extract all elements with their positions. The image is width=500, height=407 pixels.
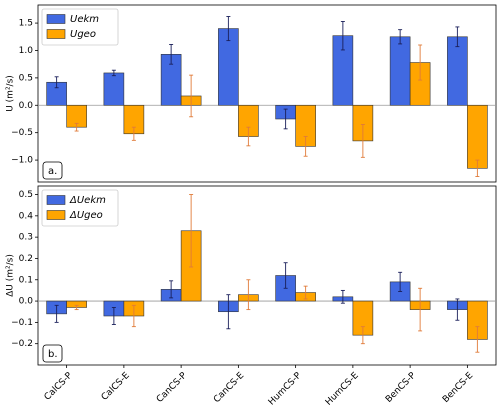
x-tick-label: HumCS-P [267, 370, 304, 407]
plot-area [37, 185, 497, 366]
error-bar [74, 304, 79, 311]
error-bar [189, 194, 194, 268]
error-bar [475, 326, 480, 353]
error-bar [131, 304, 136, 328]
y-tick-label: 0.2 [19, 254, 33, 264]
error-bar [340, 289, 345, 304]
legend-label: ΔUgeo [69, 210, 103, 221]
panel-label: a. [48, 166, 57, 177]
y-tick-label: −0.1 [11, 318, 33, 328]
error-bar [246, 279, 251, 311]
error-bar [398, 29, 403, 45]
error-bar [54, 304, 59, 323]
error-bar [226, 294, 231, 330]
y-tick-label: 0.5 [19, 190, 33, 200]
error-bar [418, 44, 423, 81]
legend-swatch [46, 195, 66, 205]
error-bar [475, 159, 480, 177]
error-bar [455, 26, 460, 48]
x-tick-label: CanCS-E [212, 371, 246, 405]
error-bar [131, 126, 136, 141]
legend-label: Uekm [70, 14, 99, 25]
error-bar [111, 307, 116, 325]
legend-swatch [46, 29, 66, 39]
error-bar [283, 108, 288, 130]
error-bar [398, 271, 403, 292]
legend-label: ΔUekm [69, 195, 106, 206]
x-tick-label: CalCS-P [43, 370, 75, 402]
error-bar [74, 122, 79, 132]
error-bar [189, 74, 194, 118]
y-tick-label: −0.2 [11, 339, 33, 349]
error-bar [111, 69, 116, 77]
error-bar [226, 16, 231, 42]
legend-swatch [46, 14, 66, 24]
error-bar [455, 298, 460, 321]
y-axis-label: ΔU (m²/s) [6, 254, 16, 297]
y-tick-label: 0.3 [19, 233, 33, 243]
error-bar [360, 326, 365, 345]
y-tick-label: 0.0 [19, 101, 34, 111]
x-tick-label: CanCS-P [155, 370, 189, 404]
error-bar [169, 280, 174, 299]
error-bar [303, 136, 308, 157]
y-tick-label: 0.5 [19, 73, 33, 83]
legend-swatch [46, 210, 66, 220]
panel-label: b. [48, 349, 58, 360]
x-tick-label: CalCS-E [100, 371, 132, 403]
error-bar [246, 126, 251, 147]
y-tick-label: 0.1 [19, 275, 33, 285]
plot-area [37, 4, 497, 183]
bar [103, 72, 125, 106]
error-bar [169, 44, 174, 65]
panel-label-box [42, 161, 63, 180]
legend-label: Ugeo [70, 29, 96, 40]
y-tick-label: −1.0 [11, 156, 33, 166]
y-tick-label: 1.5 [19, 19, 33, 29]
y-axis-label: U (m²/s) [6, 75, 16, 112]
error-bar [54, 76, 59, 89]
error-bar [360, 124, 365, 158]
x-tick-label: BenCS-E [441, 371, 475, 405]
bar [467, 104, 488, 169]
x-tick-label: HumCS-E [324, 371, 361, 407]
bar [389, 36, 411, 106]
y-tick-label: 0.4 [19, 211, 34, 221]
x-tick-label: BenCS-P [384, 370, 418, 404]
panel-label-box [42, 344, 63, 363]
error-bar [303, 285, 308, 300]
error-bar [340, 20, 345, 51]
y-tick-label: 0.0 [19, 297, 34, 307]
error-bar [418, 287, 423, 332]
y-tick-label: 1.0 [19, 46, 34, 56]
error-bar [283, 262, 288, 289]
y-tick-label: −0.5 [11, 128, 33, 138]
